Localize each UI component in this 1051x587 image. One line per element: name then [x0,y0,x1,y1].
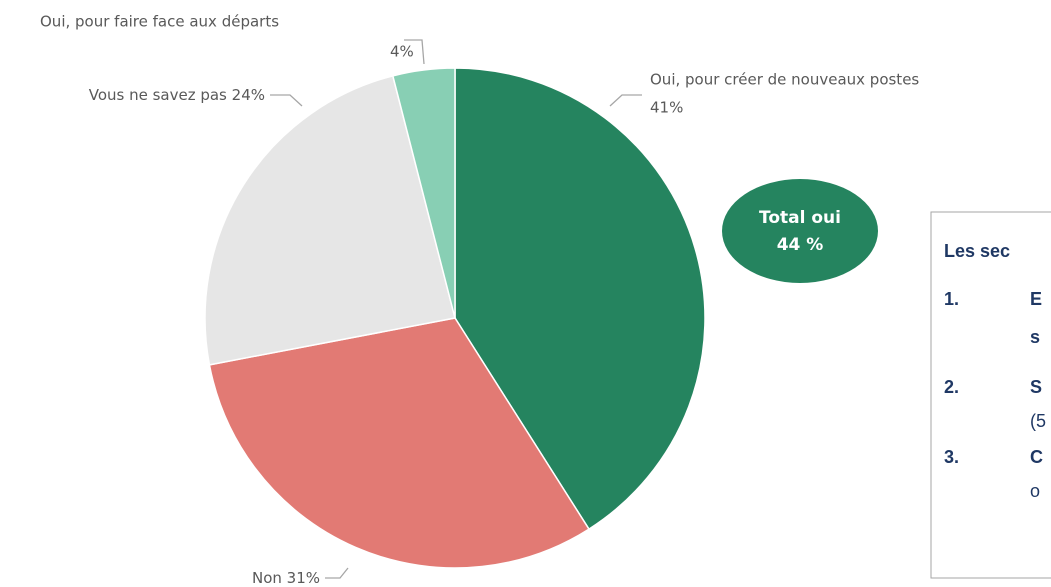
slice-value: 31% [287,569,320,587]
item-number: 2. [944,377,959,397]
slice-name: Non [252,569,282,587]
slice-value: 41% [650,99,683,117]
pie [204,67,706,569]
item-text: S [1030,377,1042,397]
leader-line [609,94,642,107]
slice-label: Oui, pour créer de nouveaux postes [650,71,919,89]
slice-value: 24% [232,86,265,104]
slice-value: 4% [390,43,414,61]
leader-line [404,39,425,65]
pie-slice [454,67,706,531]
item-text: (5 [1030,411,1046,431]
pie-slice [391,67,456,319]
slice-name: Vous ne savez pas [89,86,227,104]
slice-label: Oui, pour faire face aux départs [40,13,279,31]
item-text: E [1030,289,1042,309]
slice-label: Non 31% [252,569,320,587]
box-title: Les sec [944,241,1010,261]
annotation-bubble [722,179,878,283]
item-number: 1. [944,289,959,309]
item-text: C [1030,447,1043,467]
item-text: o [1030,481,1040,501]
leader-line [325,567,349,579]
annotation-text: 44 % [777,235,824,255]
box-frame [930,211,1051,579]
item-number: 3. [944,447,959,467]
side-box: Les sec 1. E s 2. S (5 3. C o [930,211,1051,579]
slice-label: Vous ne savez pas 24% [89,86,265,104]
pie-slice [204,74,456,366]
item-text: s [1030,327,1040,347]
leader-line [270,94,303,107]
pie-slice [208,317,590,569]
annotation-text: Total oui [759,208,841,228]
